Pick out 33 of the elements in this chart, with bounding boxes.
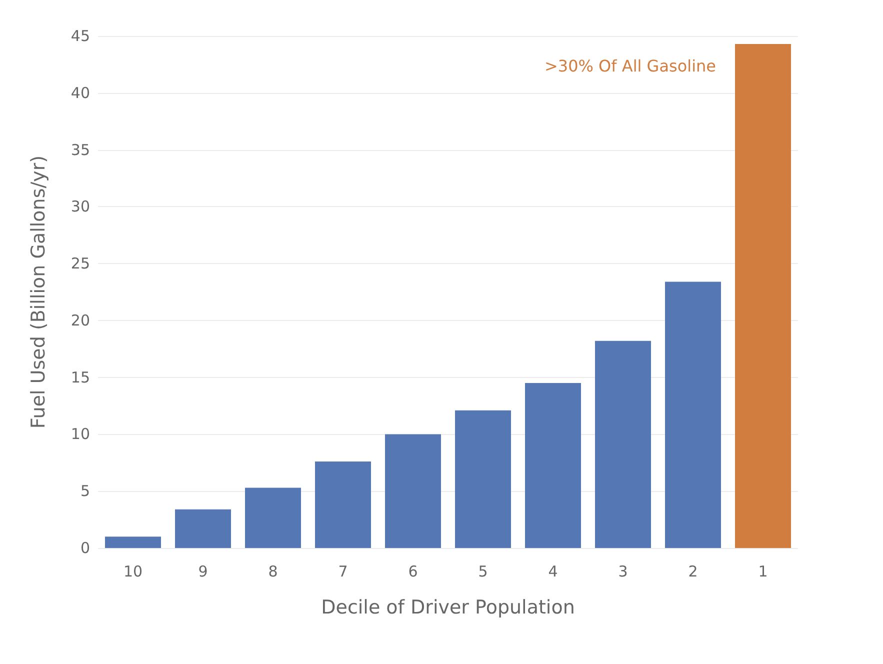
- bar: [105, 536, 161, 548]
- bar: [455, 410, 511, 548]
- x-tick-label: 10: [123, 562, 143, 580]
- x-tick-label: 9: [198, 562, 208, 580]
- y-axis-title: Fuel Used (Billion Gallons/yr): [28, 155, 50, 429]
- bar: [315, 462, 371, 548]
- x-tick-label: 8: [268, 562, 278, 580]
- y-tick-label: 25: [70, 254, 90, 273]
- y-tick-label: 20: [70, 311, 90, 330]
- x-tick-label: 1: [758, 562, 768, 580]
- y-tick-label: 15: [70, 368, 90, 386]
- bar: [245, 488, 301, 548]
- bar: [385, 434, 441, 548]
- y-tick-label: 40: [70, 84, 90, 102]
- bar: [525, 383, 581, 548]
- x-tick-label: 7: [338, 562, 348, 580]
- x-tick-label: 6: [408, 562, 418, 580]
- y-tick-label: 35: [70, 140, 90, 159]
- bar: [665, 282, 721, 548]
- bar: [595, 340, 651, 548]
- bar: [735, 44, 791, 548]
- x-tick-label: 4: [548, 562, 558, 580]
- x-tick-label: 2: [688, 562, 698, 580]
- y-tick-label: 0: [80, 539, 90, 557]
- y-tick-label: 10: [70, 425, 90, 444]
- y-tick-label: 5: [80, 482, 90, 500]
- y-tick-label: 45: [70, 27, 90, 45]
- y-tick-label: 30: [70, 198, 90, 216]
- annotation: >30% Of All Gasoline: [544, 56, 716, 76]
- x-tick-label: 3: [618, 562, 628, 580]
- x-tick-label: 5: [478, 562, 488, 580]
- x-axis-title: Decile of Driver Population: [321, 596, 575, 618]
- bar: [175, 509, 231, 548]
